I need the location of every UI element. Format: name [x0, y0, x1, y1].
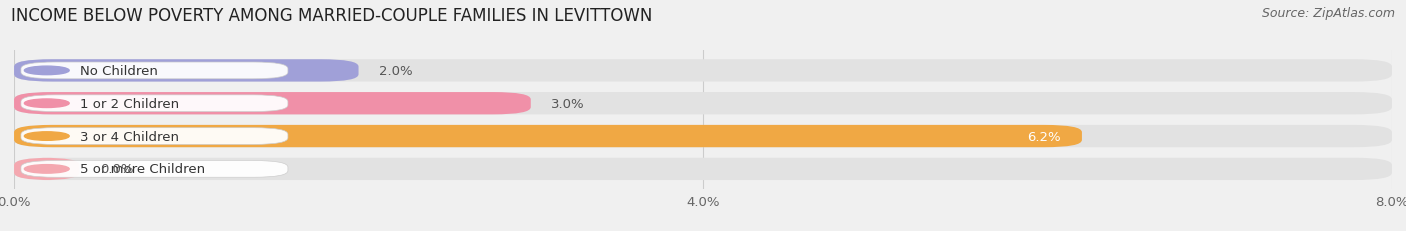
Text: Source: ZipAtlas.com: Source: ZipAtlas.com — [1261, 7, 1395, 20]
Text: 0.0%: 0.0% — [100, 163, 134, 176]
FancyBboxPatch shape — [14, 158, 1392, 180]
Text: 3 or 4 Children: 3 or 4 Children — [80, 130, 179, 143]
FancyBboxPatch shape — [21, 63, 288, 79]
Circle shape — [24, 132, 69, 141]
Text: 6.2%: 6.2% — [1028, 130, 1062, 143]
FancyBboxPatch shape — [14, 93, 1392, 115]
Text: 2.0%: 2.0% — [380, 65, 413, 78]
FancyBboxPatch shape — [14, 93, 531, 115]
FancyBboxPatch shape — [21, 128, 288, 145]
FancyBboxPatch shape — [14, 158, 80, 180]
FancyBboxPatch shape — [21, 161, 288, 177]
Text: INCOME BELOW POVERTY AMONG MARRIED-COUPLE FAMILIES IN LEVITTOWN: INCOME BELOW POVERTY AMONG MARRIED-COUPL… — [11, 7, 652, 25]
Circle shape — [24, 67, 69, 75]
Text: 1 or 2 Children: 1 or 2 Children — [80, 97, 179, 110]
Circle shape — [24, 100, 69, 108]
Text: No Children: No Children — [80, 65, 157, 78]
FancyBboxPatch shape — [14, 125, 1392, 148]
Circle shape — [24, 165, 69, 173]
Text: 3.0%: 3.0% — [551, 97, 585, 110]
FancyBboxPatch shape — [14, 60, 359, 82]
FancyBboxPatch shape — [14, 125, 1083, 148]
Text: 5 or more Children: 5 or more Children — [80, 163, 205, 176]
FancyBboxPatch shape — [21, 95, 288, 112]
FancyBboxPatch shape — [14, 60, 1392, 82]
